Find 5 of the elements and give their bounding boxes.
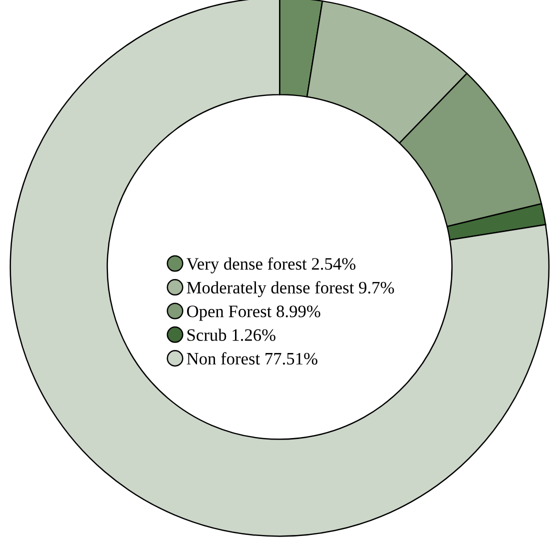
legend-label: Open Forest 8.99% [187,306,320,321]
legend-label: Non forest 77.51% [186,352,318,365]
legend-label: Moderately dense forest 9.7% [186,281,394,298]
legend-label: Scrub 1.26% [187,328,276,341]
legend-label: Very dense forest 2.54% [186,257,356,274]
